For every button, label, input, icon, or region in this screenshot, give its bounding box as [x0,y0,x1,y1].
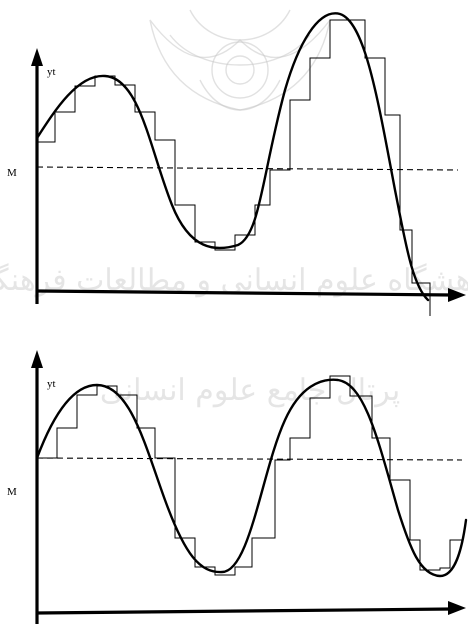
sine-wave [35,12,430,302]
sine-wave [35,378,468,578]
panel-top: yt M [7,12,466,316]
step-approximation [37,375,462,576]
y-axis-label: yt [47,378,56,390]
x-axis-arrow [448,601,466,615]
mean-line [36,457,463,461]
watermark-emblem [149,9,331,111]
y-axis-label: yt [47,66,56,78]
y-axis-arrow [31,48,43,66]
mean-label: M [7,486,17,498]
mean-label: M [7,167,17,179]
panel-bottom: yt M [7,350,468,624]
mean-line [36,166,459,171]
x-axis [36,289,453,297]
y-axis-arrow [31,350,43,368]
x-axis [36,607,453,615]
x-axis-arrow [448,288,466,302]
